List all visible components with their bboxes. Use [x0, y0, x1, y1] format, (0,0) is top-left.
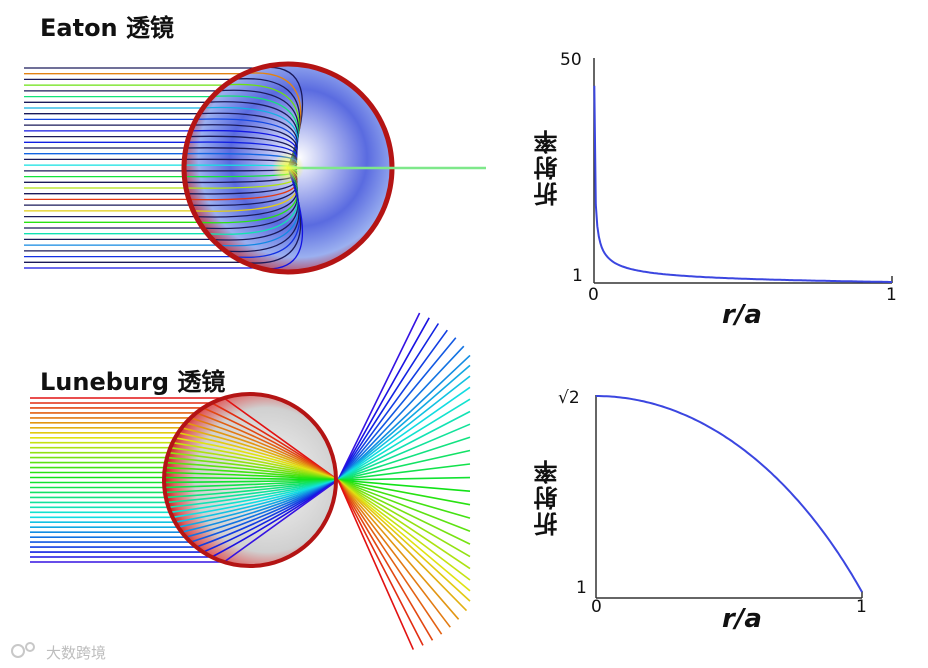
eaton-index-curve — [593, 85, 892, 283]
luneburg-rays — [30, 312, 471, 650]
luneburg-lens-figure — [30, 312, 471, 650]
luneburg-out-ray — [337, 479, 468, 612]
luneburg-out-ray — [337, 479, 424, 646]
luneburg-out-ray — [337, 479, 471, 532]
luneburg-out-ray — [337, 312, 421, 481]
eaton-y-tick-top: 50 — [560, 50, 582, 70]
eaton-x-tick-left: 0 — [588, 285, 599, 305]
eaton-y-axis-label: 折射率 — [534, 128, 562, 206]
luneburg-ray — [30, 479, 339, 563]
luneburg-out-ray — [337, 479, 471, 506]
luneburg-out-ray — [337, 479, 443, 635]
luneburg-out-ray — [337, 479, 471, 545]
luneburg-y-tick-bottom: 1 — [576, 578, 587, 598]
eaton-lens-title: Eaton 透镜 — [40, 14, 174, 42]
luneburg-out-ray — [337, 476, 471, 481]
luneburg-out-ray — [337, 479, 471, 581]
luneburg-out-ray — [337, 323, 440, 481]
luneburg-out-ray — [337, 479, 471, 592]
luneburg-out-ray — [337, 329, 448, 481]
luneburg-out-ray — [337, 386, 471, 481]
luneburg-out-ray — [337, 345, 465, 481]
luneburg-index-plot — [595, 395, 863, 599]
luneburg-sphere — [164, 394, 336, 566]
luneburg-out-ray — [337, 479, 460, 620]
luneburg-x-tick-left: 0 — [591, 597, 602, 617]
luneburg-out-ray — [337, 479, 451, 628]
luneburg-y-axis-label: 折射率 — [534, 458, 562, 536]
luneburg-out-ray — [337, 436, 471, 481]
luneburg-out-ray — [337, 337, 457, 481]
luneburg-out-ray — [337, 479, 471, 519]
luneburg-out-ray — [337, 479, 471, 558]
luneburg-index-curve — [596, 395, 863, 593]
luneburg-out-ray — [337, 423, 471, 481]
luneburg-x-tick-right-label: 1 — [856, 597, 867, 617]
luneburg-out-ray — [337, 479, 471, 602]
luneburg-out-ray — [337, 375, 471, 481]
luneburg-out-ray — [337, 479, 415, 650]
watermark-text: 大数跨境 — [46, 644, 107, 662]
eaton-index-plot — [593, 58, 893, 284]
luneburg-out-ray — [337, 364, 471, 481]
luneburg-out-ray — [337, 463, 471, 481]
luneburg-out-ray — [337, 398, 471, 481]
luneburg-out-ray — [337, 317, 430, 481]
eaton-focus-glow — [272, 152, 304, 184]
luneburg-lens-title: Luneburg 透镜 — [40, 368, 226, 396]
luneburg-out-ray — [337, 449, 471, 481]
luneburg-out-ray — [337, 479, 471, 570]
luneburg-out-ray — [337, 479, 434, 641]
luneburg-sphere-rim — [162, 392, 338, 568]
eaton-x-tick-right-label: 1 — [886, 285, 897, 305]
luneburg-out-ray — [337, 410, 471, 481]
luneburg-y-tick-top: √2 — [558, 388, 580, 408]
luneburg-x-axis-label: r/a — [722, 604, 762, 634]
eaton-lens-figure — [24, 61, 486, 275]
eaton-y-tick-bottom: 1 — [572, 266, 583, 286]
luneburg-out-ray — [337, 354, 471, 481]
eaton-x-axis-label: r/a — [722, 300, 762, 330]
luneburg-out-ray — [337, 479, 471, 492]
watermark-logo-icon — [11, 642, 35, 658]
